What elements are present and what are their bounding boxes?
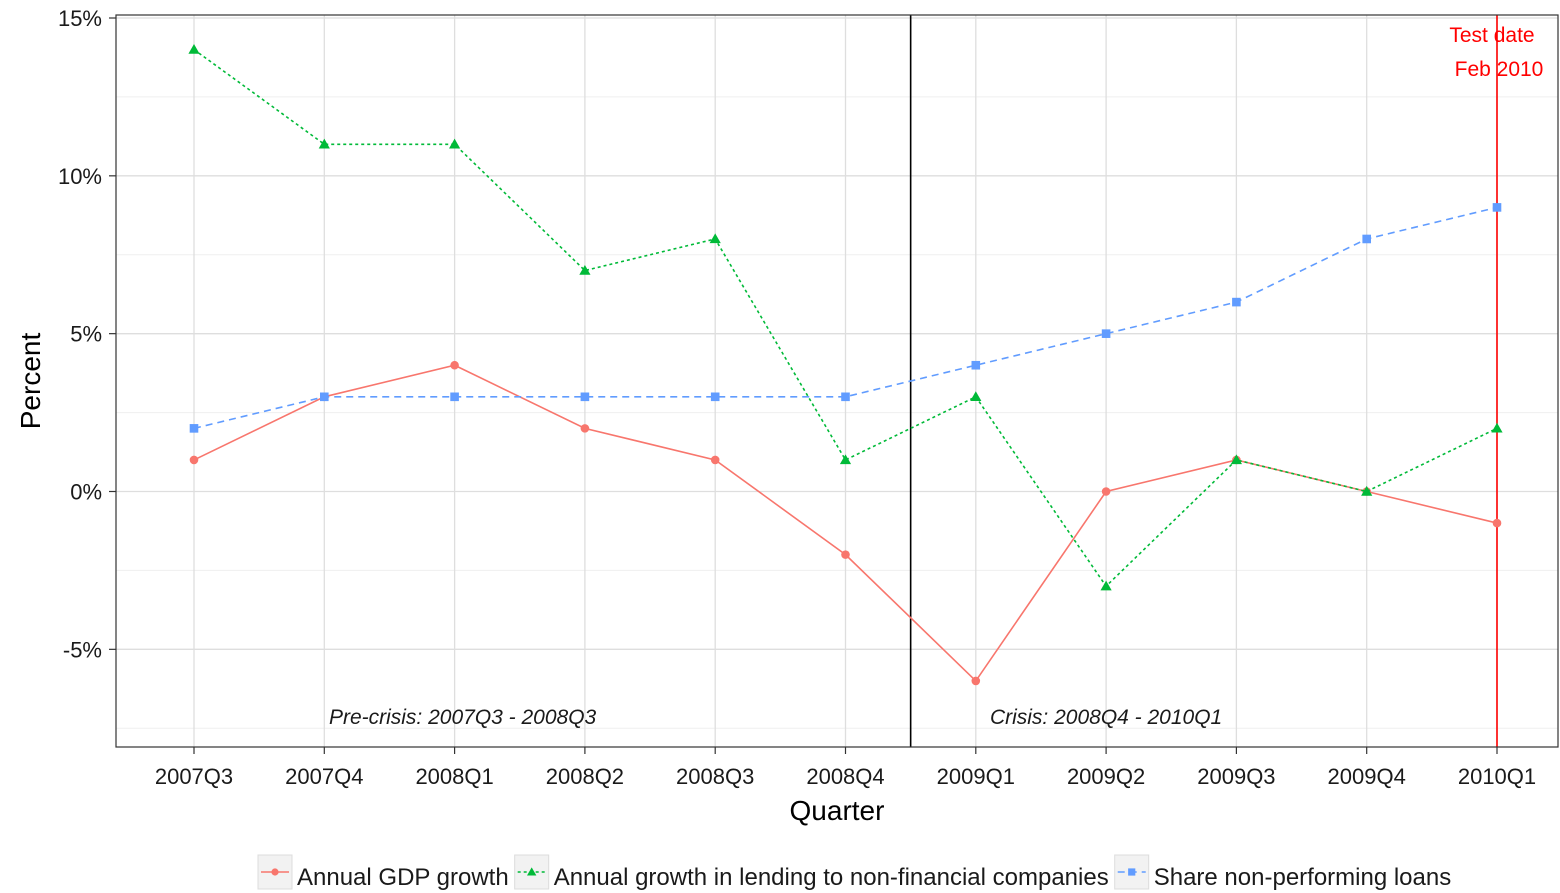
- data-point: [1101, 487, 1111, 496]
- series-line: [193, 206, 1498, 430]
- data-point: [839, 454, 852, 465]
- test-date-label-line1: Test date: [1449, 24, 1534, 47]
- data-point: [1361, 485, 1373, 496]
- data-point: [1230, 454, 1242, 465]
- crisis-label: Crisis: 2008Q4 - 2010Q1: [990, 706, 1222, 729]
- legend-item: Share non-performing loans: [1114, 854, 1452, 891]
- x-tick-label: 2007Q3: [155, 764, 233, 789]
- data-point: [579, 264, 591, 275]
- data-point: [580, 392, 590, 402]
- x-axis: 2007Q3 2007Q4 2008Q1 2008Q2 2008Q3 2008Q4 2009…: [155, 747, 1536, 789]
- legend-label: Annual growth in lending to non-financia…: [554, 864, 1109, 891]
- x-tick-label: 2008Q1: [415, 764, 493, 789]
- reference-lines: [909, 15, 1498, 747]
- x-tick-label: 2009Q1: [937, 764, 1015, 789]
- series-layer: [188, 43, 1503, 686]
- data-point: [527, 867, 537, 876]
- data-point: [580, 424, 590, 433]
- data-point: [971, 360, 981, 370]
- y-tick-label: 15%: [58, 6, 102, 31]
- legend-label: Share non-performing loans: [1154, 864, 1452, 891]
- data-point: [710, 392, 720, 402]
- x-tick-label: 2009Q3: [1197, 764, 1275, 789]
- x-tick-label: 2010Q1: [1458, 764, 1536, 789]
- x-tick-label: 2008Q3: [676, 764, 754, 789]
- y-tick-label: 0%: [70, 480, 102, 505]
- data-point: [189, 424, 199, 433]
- data-point: [971, 676, 981, 686]
- y-tick-label: 10%: [58, 164, 102, 189]
- data-point: [1492, 518, 1502, 528]
- annotations: Pre-crisis: 2007Q3 - 2008Q3 Crisis: 2008…: [329, 24, 1543, 729]
- data-point: [841, 550, 850, 559]
- data-point: [970, 391, 982, 401]
- data-point: [188, 43, 200, 54]
- x-tick-label: 2008Q4: [806, 764, 884, 789]
- legend-label: Annual GDP growth: [297, 864, 509, 891]
- data-point: [1100, 580, 1112, 591]
- legend: Annual GDP growth Annual growth in lendin…: [257, 854, 1452, 891]
- data-point: [841, 392, 850, 402]
- x-tick-label: 2008Q2: [546, 764, 624, 789]
- data-point: [1128, 868, 1136, 876]
- y-tick-label: 5%: [70, 322, 102, 347]
- x-tick-label: 2009Q4: [1328, 764, 1406, 789]
- x-tick-label: 2007Q4: [285, 764, 363, 789]
- data-point: [271, 868, 279, 876]
- test-date-label-line2: Feb 2010: [1455, 58, 1544, 81]
- data-point: [450, 360, 459, 370]
- series-2: [188, 43, 1503, 591]
- data-point: [450, 392, 459, 402]
- data-point: [449, 138, 461, 149]
- data-point: [1101, 329, 1111, 338]
- data-point: [709, 233, 721, 244]
- data-point: [710, 455, 720, 465]
- data-point: [1491, 422, 1503, 433]
- panel-border: [115, 14, 1559, 748]
- x-axis-title: Quarter: [790, 795, 885, 826]
- y-axis: -5% 0% 5% 10% 15%: [58, 6, 116, 662]
- x-tick-label: 2009Q2: [1067, 764, 1145, 789]
- pre-crisis-label: Pre-crisis: 2007Q3 - 2008Q3: [329, 706, 597, 729]
- data-point: [189, 455, 199, 465]
- data-point: [1362, 234, 1371, 244]
- series-line: [193, 48, 1498, 588]
- series-3: [189, 203, 1502, 433]
- data-point: [1492, 203, 1502, 212]
- y-tick-label: -5%: [63, 637, 102, 662]
- grid: [116, 15, 1558, 747]
- legend-item: Annual growth in lending to non-financia…: [514, 854, 1109, 891]
- legend-item: Annual GDP growth: [257, 854, 509, 891]
- data-point: [318, 138, 330, 149]
- y-axis-title: Percent: [15, 333, 46, 430]
- data-point: [1232, 297, 1241, 307]
- data-point: [320, 392, 329, 402]
